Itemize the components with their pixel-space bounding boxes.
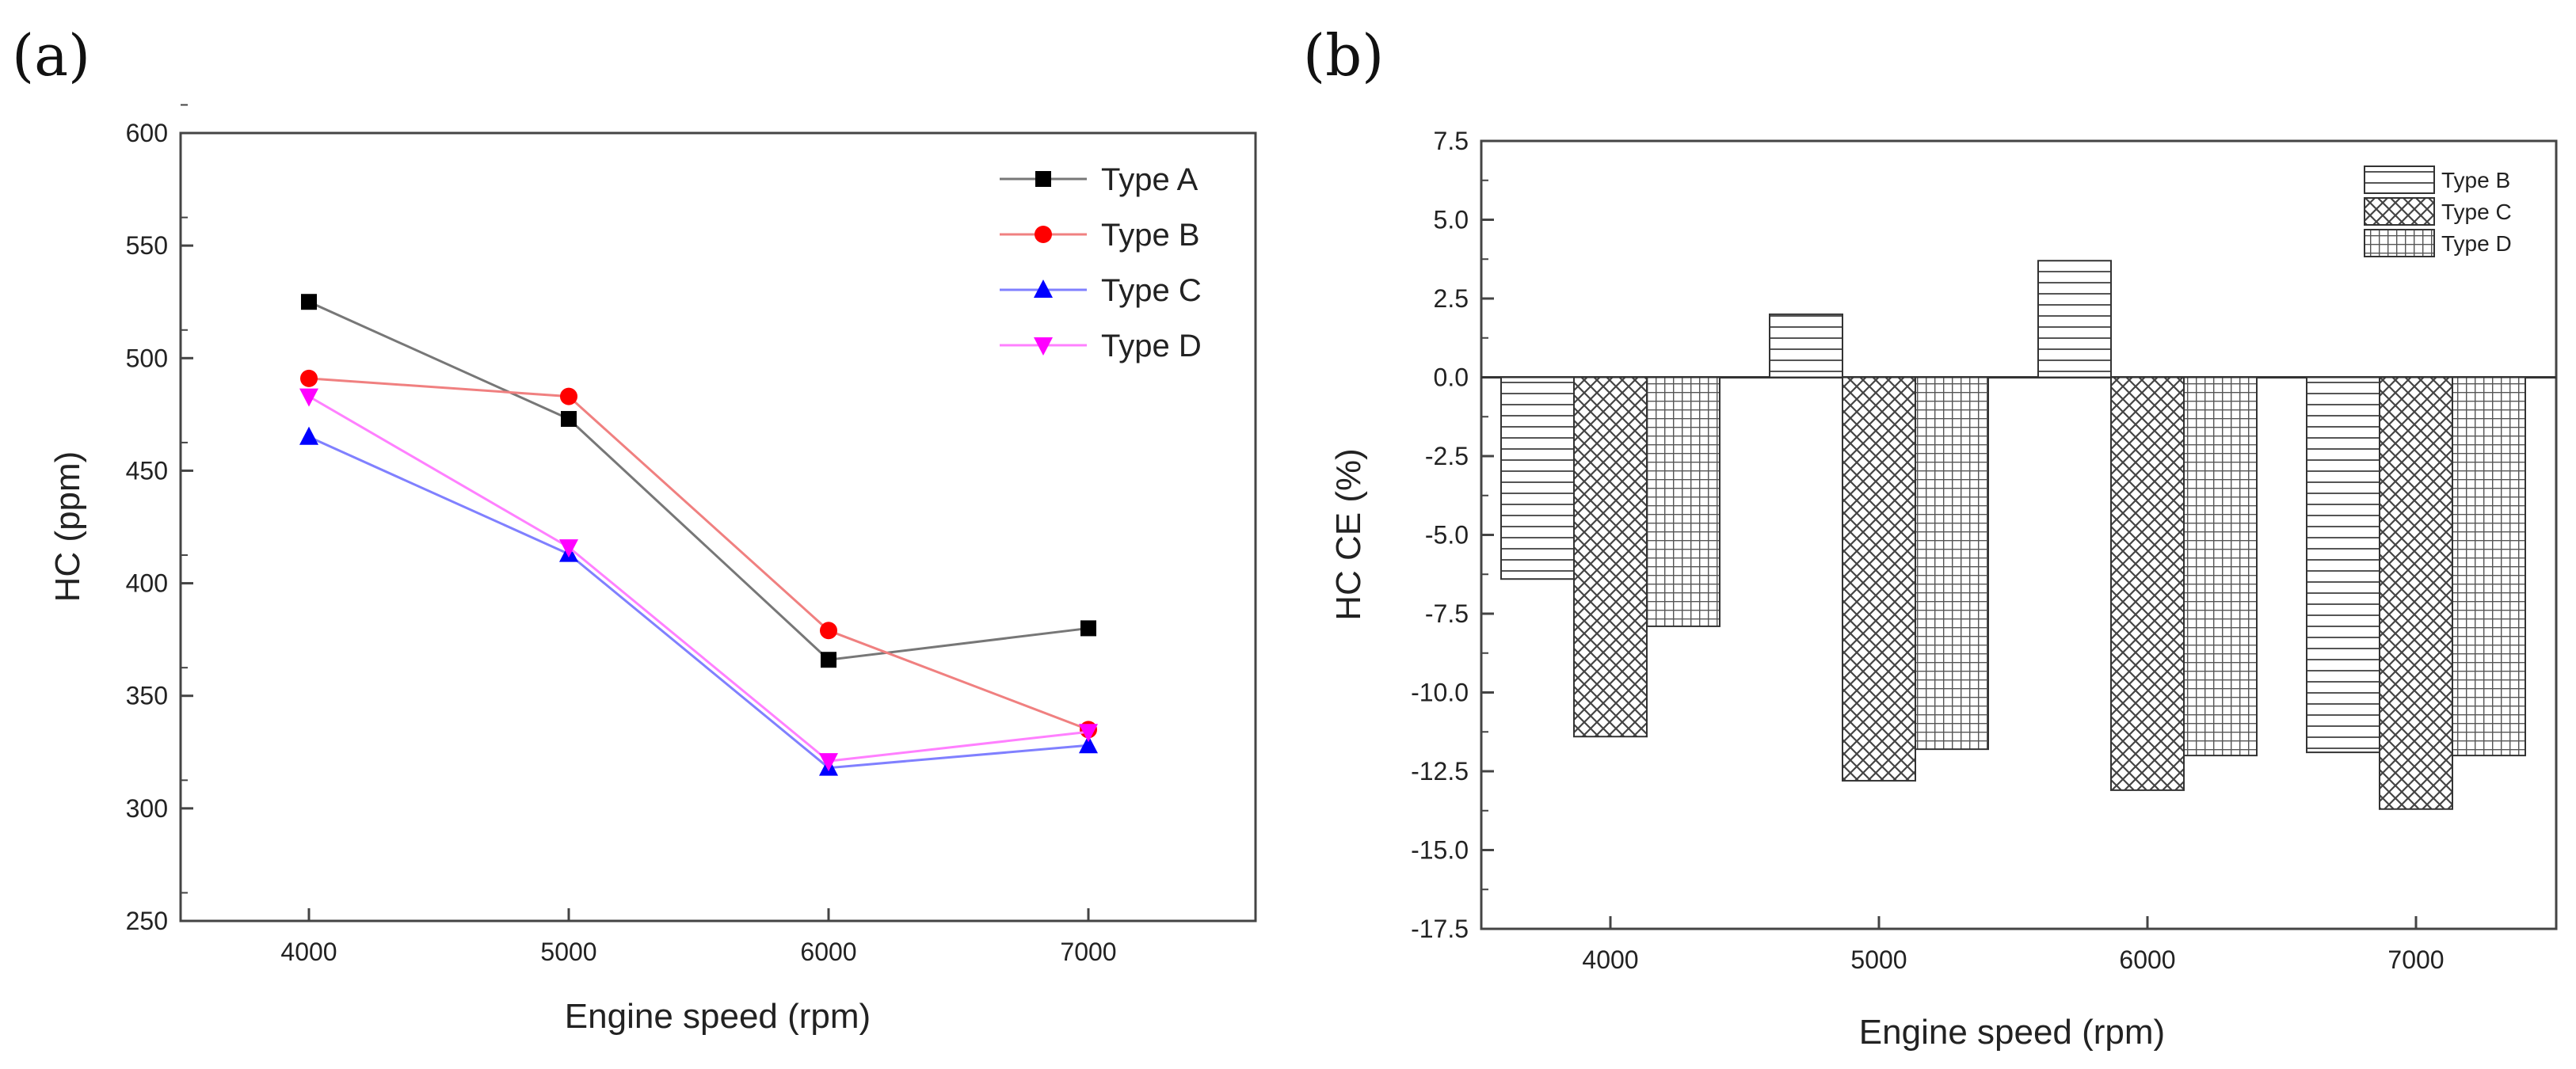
legend-label-type-b: Type B [2441,168,2510,192]
bar-type-b-4000 [1500,376,1575,580]
data-point-type-b [560,387,577,405]
series-line-type-c [308,436,1089,770]
bar-type-d-5000 [1915,376,1989,751]
panel-a-y-axis-title: HC (ppm) [48,451,87,603]
panel-a-legend: Type A Type B Type C Type D [1000,162,1202,363]
panel-a-label: (a) [12,22,90,89]
x-tick-label: 7000 [2387,945,2444,974]
x-tick-label: 6000 [2119,945,2175,974]
panel-b-label: (b) [1303,22,1384,89]
legend-label-type-a: Type A [1101,162,1198,197]
y-tick-label: 300 [126,794,168,823]
y-tick-label: -7.5 [1425,599,1469,628]
bar-type-d-6000 [2183,376,2258,757]
data-point-type-c [1079,735,1098,754]
legend-label-type-c: Type C [1101,273,1202,308]
data-point-type-a [301,294,317,310]
y-tick-label: 400 [126,569,168,598]
data-point-type-b [300,369,318,387]
bar-type-b-5000 [1769,313,1843,379]
x-tick-label: 4000 [1582,945,1638,974]
legend-marker-type-b [1035,226,1052,243]
data-point-type-d [299,388,318,407]
y-tick-label: -2.5 [1425,442,1469,470]
data-point-type-d [559,539,578,558]
panel-b-legend: Type B Type C Type D [2364,165,2512,257]
y-tick-label: 7.5 [1434,127,1469,155]
series-line-type-a [308,300,1089,661]
x-tick-label: 6000 [800,938,856,966]
panel-b: (b) -17.5 -15.0 -12.5 -10.0 -7.5 -5.0 -2.5 0.0 2… [1303,22,2558,1052]
legend-marker-type-d [1034,337,1053,356]
y-tick-label: 450 [126,456,168,485]
legend-label-type-b: Type B [1101,218,1200,253]
bar-type-b-6000 [2037,260,2112,379]
series-line-type-b [308,377,1089,731]
y-tick-label: -15.0 [1411,836,1469,865]
legend-label-type-d: Type D [2441,231,2512,256]
data-point-type-c [299,426,318,445]
data-point-type-a [1080,620,1096,637]
bar-type-c-5000 [1842,376,1916,782]
panel-a-series [299,294,1098,776]
bar-type-d-7000 [2452,376,2526,757]
y-tick-label: 0.0 [1434,363,1469,392]
legend-marker-type-c [1034,280,1053,298]
legend-marker-type-a [1035,171,1051,187]
data-point-type-d [1079,724,1098,743]
panel-a-y-ticks: 250 300 350 400 450 500 550 600 [126,104,193,935]
panel-a: (a) 250 300 350 400 450 500 550 600 4000 5000 600… [12,22,1257,1036]
y-tick-label: -12.5 [1411,757,1469,786]
data-point-type-b [820,622,837,640]
y-tick-label: -5.0 [1425,521,1469,550]
legend-label-type-d: Type D [1101,329,1202,363]
y-tick-label: 550 [126,231,168,260]
y-tick-label: 5.0 [1434,206,1469,234]
x-tick-label: 5000 [1850,945,1907,974]
data-point-type-d [819,753,838,772]
legend-swatch-type-d [2364,229,2435,257]
panel-a-x-ticks: 4000 5000 6000 7000 [280,908,1117,966]
panel-b-y-axis-title: HC CE (%) [1329,448,1368,621]
series-line-type-d [308,395,1089,763]
bar-type-d-4000 [1646,376,1721,627]
panel-b-x-axis-title: Engine speed (rpm) [1859,1013,2165,1052]
data-point-type-a [821,652,836,668]
x-tick-label: 7000 [1060,938,1116,966]
y-tick-label: -10.0 [1411,679,1469,707]
bar-type-c-4000 [1573,376,1648,738]
legend-swatch-type-c [2364,197,2435,226]
legend-label-type-c: Type C [2441,200,2512,224]
bar-type-b-7000 [2306,376,2380,754]
y-tick-label: 250 [126,907,168,935]
bar-type-c-6000 [2110,376,2185,791]
y-tick-label: 500 [126,344,168,372]
x-tick-label: 4000 [280,938,337,966]
data-point-type-a [561,411,577,428]
panel-b-x-ticks: 4000 5000 6000 7000 [1582,916,2445,974]
y-tick-label: 350 [126,682,168,710]
panel-a-x-axis-title: Engine speed (rpm) [565,997,871,1036]
panel-a-plot-frame [179,131,1257,923]
y-tick-label: -17.5 [1411,915,1469,943]
bar-type-c-7000 [2379,376,2453,810]
y-tick-label: 2.5 [1434,284,1469,313]
x-tick-label: 5000 [540,938,596,966]
y-tick-label: 600 [126,119,168,147]
legend-swatch-type-b [2364,165,2435,194]
panel-b-bars [1500,260,2526,810]
